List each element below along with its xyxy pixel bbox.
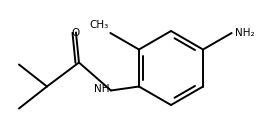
Text: CH₃: CH₃ — [89, 20, 108, 30]
Text: NH: NH — [94, 84, 110, 95]
Text: NH₂: NH₂ — [235, 28, 254, 38]
Text: O: O — [72, 27, 80, 37]
